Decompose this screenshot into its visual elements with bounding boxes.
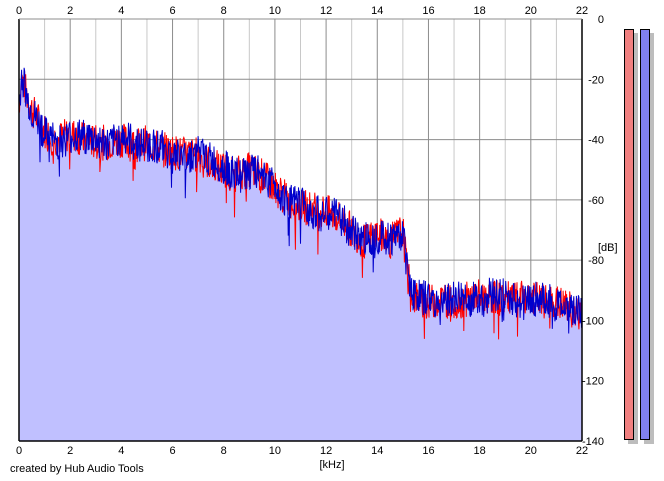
x-tick-label-top: 6 [169, 5, 175, 17]
x-tick-label-top: 22 [576, 5, 588, 17]
x-tick-label-top: 12 [320, 5, 332, 17]
plot-frame [18, 18, 583, 442]
x-tick-label-top: 20 [525, 5, 537, 17]
x-tick-label-top: 8 [221, 5, 227, 17]
x-tick-label-bottom: 0 [16, 445, 22, 457]
x-tick-label-top: 16 [422, 5, 434, 17]
level-meter-right [640, 29, 650, 440]
y-tick-label: -20 [588, 74, 604, 86]
x-tick-label-bottom: 4 [118, 445, 124, 457]
x-tick-label-bottom: 2 [67, 445, 73, 457]
x-tick-label-bottom: 8 [221, 445, 227, 457]
x-tick-label-top: 14 [371, 5, 383, 17]
x-tick-label-bottom: 16 [422, 445, 434, 457]
x-tick-label-bottom: 14 [371, 445, 383, 457]
x-tick-label-bottom: 22 [576, 445, 588, 457]
y-tick-label: -100 [582, 315, 604, 327]
x-tick-label-bottom: 10 [269, 445, 281, 457]
y-tick-label: -60 [588, 195, 604, 207]
y-axis: 0 -20 -40 -60 -80 -100 -120 -140 [582, 14, 604, 448]
x-tick-label-bottom: 18 [474, 445, 486, 457]
y-tick-label: -120 [582, 376, 604, 388]
x-tick-label-top: 18 [474, 5, 486, 17]
spectrum-fill-area [19, 67, 582, 442]
x-tick-label-top: 0 [16, 5, 22, 17]
x-tick-label-top: 2 [67, 5, 73, 17]
x-axis-label: [kHz] [319, 459, 344, 471]
chart-series [18, 67, 583, 340]
chart-fill [19, 67, 582, 442]
x-tick-label-top: 4 [118, 5, 124, 17]
level-meter-left [624, 29, 634, 440]
series-line-right [18, 67, 583, 334]
credit-text: created by Hub Audio Tools [10, 463, 144, 475]
y-tick-label: 0 [598, 14, 604, 26]
x-tick-label-bottom: 6 [169, 445, 175, 457]
y-axis-label: [dB] [598, 242, 618, 254]
y-tick-label: -140 [582, 436, 604, 448]
x-tick-label-top: 10 [269, 5, 281, 17]
x-tick-label-bottom: 20 [525, 445, 537, 457]
x-tick-label-bottom: 12 [320, 445, 332, 457]
y-tick-label: -80 [588, 255, 604, 267]
y-tick-label: -40 [588, 135, 604, 147]
